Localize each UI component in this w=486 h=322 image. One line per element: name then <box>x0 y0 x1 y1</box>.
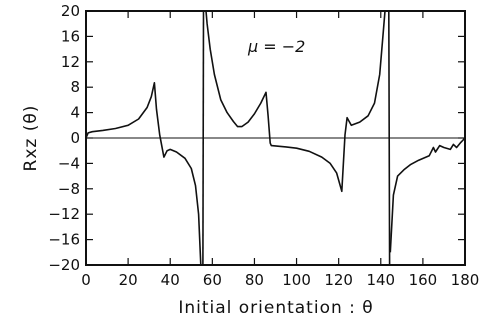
tick-marks <box>85 10 466 266</box>
y-tick-label: −16 <box>48 231 80 249</box>
y-tick-label: −20 <box>48 256 80 274</box>
y-tick-label: 16 <box>61 27 80 45</box>
x-tick-label: 0 <box>81 271 91 289</box>
y-tick-label: −8 <box>58 180 80 198</box>
x-tick-label: 180 <box>451 271 480 289</box>
series-line-segment <box>387 10 391 266</box>
y-tick-label: 12 <box>61 53 80 71</box>
y-tick-label: 4 <box>70 104 80 122</box>
x-tick-labels: 0 20 40 60 80 100 120 140 160 180 <box>81 271 479 289</box>
y-tick-label: 20 <box>61 2 80 20</box>
x-tick-label: 140 <box>366 271 395 289</box>
series-line-segment <box>389 137 466 253</box>
x-tick-label: 60 <box>203 271 222 289</box>
x-tick-label: 120 <box>324 271 353 289</box>
x-tick-label: 20 <box>119 271 138 289</box>
series-line-segment <box>85 82 202 266</box>
annotation-mu: μ = −2 <box>247 37 305 56</box>
y-axis-label: Rxz (θ) <box>21 105 41 172</box>
y-tick-label: 0 <box>70 129 80 147</box>
series-line-segment <box>202 10 205 266</box>
y-tick-label: 8 <box>70 78 80 96</box>
x-tick-label: 40 <box>161 271 180 289</box>
series-group <box>85 10 466 266</box>
x-tick-label: 80 <box>245 271 264 289</box>
series-line-segment <box>205 10 386 193</box>
y-tick-label: −4 <box>58 154 80 172</box>
y-tick-labels: 20 16 12 8 4 0 −4 −8 −12 −16 −20 <box>48 2 80 274</box>
x-tick-label: 100 <box>282 271 311 289</box>
x-axis-label: Initial orientation : θ <box>178 298 373 318</box>
y-tick-label: −12 <box>48 205 80 223</box>
x-tick-label: 160 <box>409 271 438 289</box>
